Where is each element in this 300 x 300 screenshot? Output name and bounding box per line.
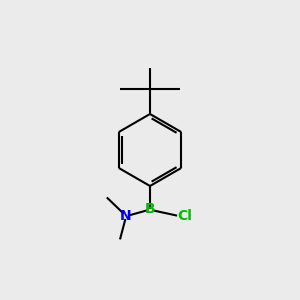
Text: Cl: Cl xyxy=(178,209,193,223)
Text: N: N xyxy=(120,209,131,223)
Text: B: B xyxy=(145,202,155,216)
